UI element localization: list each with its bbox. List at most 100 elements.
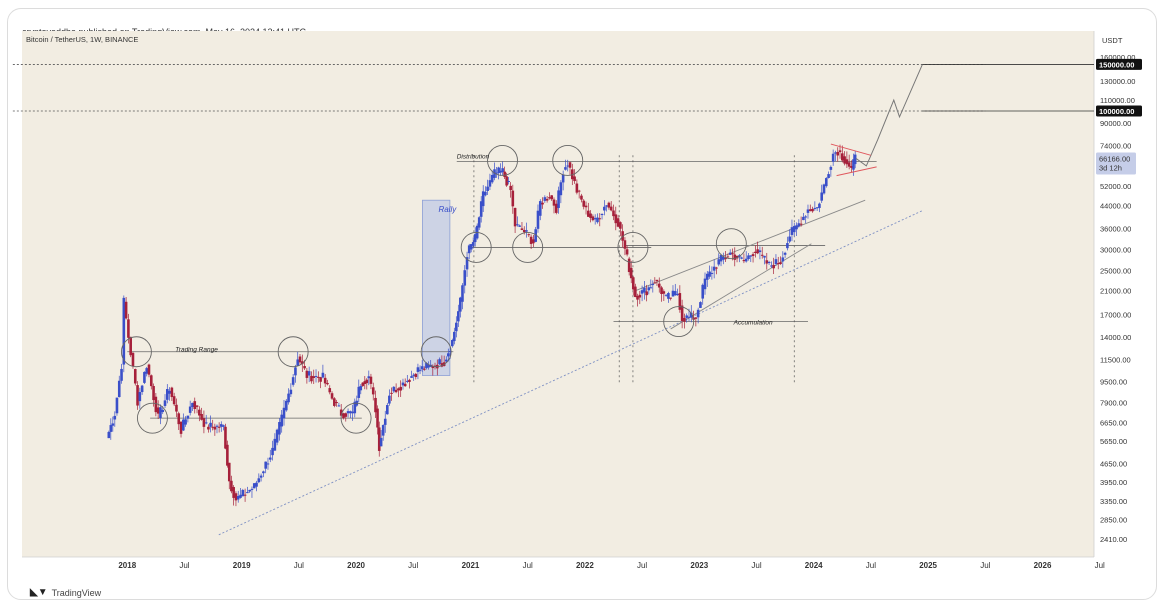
candle-body xyxy=(298,356,302,363)
y-tick-label: 21000.00 xyxy=(1100,286,1131,295)
price-label-box xyxy=(1096,58,1142,70)
candle-body xyxy=(516,224,519,226)
candle-body xyxy=(252,483,256,489)
candle-body xyxy=(333,398,336,406)
candle-body xyxy=(536,210,540,229)
candle-body xyxy=(758,250,762,253)
candle-body xyxy=(649,287,653,289)
candle-body xyxy=(625,249,629,255)
candle-body xyxy=(314,375,318,377)
candle-body xyxy=(678,293,682,310)
price-label: 150000.00 xyxy=(1099,60,1134,69)
circle-marker xyxy=(460,231,492,263)
candle-body xyxy=(122,297,126,365)
price-chart[interactable]: Bitcoin / TetherUS, 1W, BINANCE USDT 16000… xyxy=(8,9,1156,599)
candle-body xyxy=(643,287,646,293)
candle-body xyxy=(136,385,139,406)
y-tick-label: 14000.00 xyxy=(1100,333,1131,342)
annotation-label: Rally xyxy=(438,205,457,214)
x-tick-label: Jul xyxy=(751,561,761,570)
trendline xyxy=(218,210,923,536)
candle-body xyxy=(177,413,181,425)
candle-body xyxy=(559,182,563,196)
candle-body xyxy=(554,203,558,213)
candle-body xyxy=(376,408,379,428)
candle-body xyxy=(719,255,723,262)
candle-body xyxy=(131,352,135,367)
candle-body xyxy=(669,297,672,299)
candle-body xyxy=(696,309,700,318)
candle-body xyxy=(490,174,494,183)
candle-body xyxy=(412,374,415,376)
candle-body xyxy=(271,447,274,456)
candle-body xyxy=(109,425,113,432)
candle-body xyxy=(820,192,824,201)
candle-body xyxy=(564,167,567,170)
footer-brand[interactable]: ◣▼ TradingView xyxy=(30,587,101,598)
candle-body xyxy=(838,150,842,153)
y-tick-label: 2850.00 xyxy=(1100,516,1127,525)
candle-body xyxy=(477,217,481,228)
x-tick-label: Jul xyxy=(294,561,304,570)
chart-title: Bitcoin / TetherUS, 1W, BINANCE xyxy=(26,35,138,44)
candle-body xyxy=(310,375,313,382)
candle-body xyxy=(797,223,801,227)
candle-body xyxy=(200,413,203,420)
candle-body xyxy=(445,359,448,362)
candle-body xyxy=(657,283,661,288)
candle-body xyxy=(469,244,473,250)
candle-body xyxy=(317,376,320,378)
candle-body xyxy=(296,359,300,366)
candle-body xyxy=(664,294,668,296)
chart-frame: cryptoyoddha published on TradingView.co… xyxy=(7,8,1157,600)
candle-body xyxy=(740,257,743,259)
candle-body xyxy=(701,284,705,299)
price-label: 100000.00 xyxy=(1099,107,1134,116)
candle-body xyxy=(278,422,281,435)
candle-body xyxy=(619,222,622,229)
currency-label: USDT xyxy=(1102,36,1123,45)
candle-body xyxy=(655,279,659,282)
candle-body xyxy=(246,492,249,494)
candle-body xyxy=(751,254,755,257)
candle-body xyxy=(847,162,851,167)
candle-body xyxy=(394,389,398,393)
candle-body xyxy=(410,376,413,378)
candle-body xyxy=(631,277,635,290)
candle-body xyxy=(829,166,833,170)
candle-body xyxy=(484,191,487,196)
candle-body xyxy=(776,263,780,265)
candle-body xyxy=(467,245,471,254)
x-tick-label: Jul xyxy=(1095,561,1105,570)
candle-body xyxy=(284,400,288,411)
candle-body xyxy=(843,156,846,164)
x-tick-label: 2021 xyxy=(462,561,480,570)
pennant-upper xyxy=(830,143,872,156)
candle-body xyxy=(312,376,316,378)
candle-body xyxy=(653,282,657,284)
candle-body xyxy=(792,226,796,233)
candle-body xyxy=(662,291,666,294)
candle-body xyxy=(473,234,477,243)
candle-body xyxy=(756,249,759,254)
candle-body xyxy=(790,227,794,235)
candle-body xyxy=(147,364,151,375)
annotation-label: Distribution xyxy=(457,154,490,161)
candle-body xyxy=(453,331,456,342)
candle-body xyxy=(291,377,295,385)
y-tick-label: 11500.00 xyxy=(1100,355,1131,364)
candle-body xyxy=(733,254,737,260)
candle-body xyxy=(699,302,702,308)
candle-body xyxy=(321,372,325,378)
candle-body xyxy=(598,218,602,220)
x-tick-label: Jul xyxy=(637,561,647,570)
candle-body xyxy=(815,207,819,209)
candle-body xyxy=(390,392,393,394)
candle-body xyxy=(715,267,718,269)
candle-body xyxy=(152,386,155,401)
circle-marker xyxy=(120,336,152,368)
candle-body xyxy=(722,257,725,260)
x-tick-label: 2024 xyxy=(805,561,823,570)
candle-body xyxy=(319,377,322,382)
candle-body xyxy=(676,293,679,295)
